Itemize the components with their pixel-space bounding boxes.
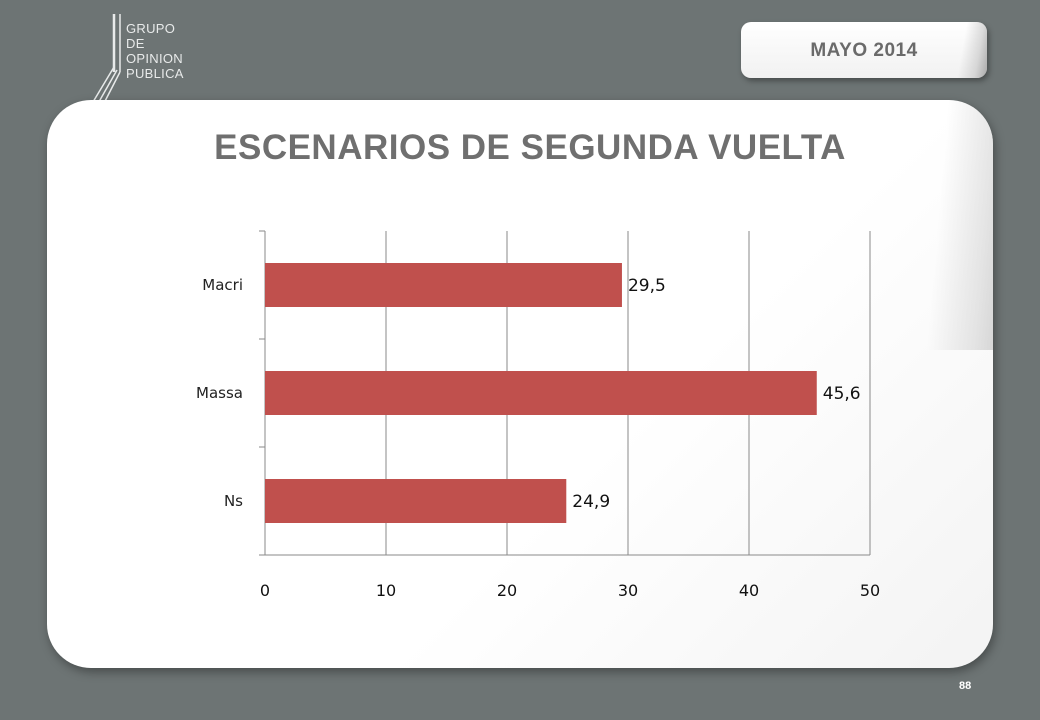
x-tick-label: 50 — [860, 581, 880, 600]
x-tick-label: 10 — [376, 581, 396, 600]
page-curl — [947, 22, 987, 78]
logo-line: GRUPO — [126, 21, 176, 36]
data-label: 24,9 — [572, 492, 610, 512]
category-label: Macri — [202, 276, 243, 294]
date-badge: MAYO 2014 — [741, 22, 987, 78]
bar — [265, 371, 817, 415]
x-tick-label: 40 — [739, 581, 759, 600]
logo-mark-icon — [89, 14, 121, 108]
data-label: 45,6 — [823, 384, 861, 404]
x-tick-label: 20 — [497, 581, 517, 600]
logo-line: OPINION — [126, 51, 183, 66]
page-title: ESCENARIOS DE SEGUNDA VUELTA — [214, 128, 846, 167]
bar — [265, 263, 622, 307]
category-label: Ns — [224, 492, 243, 510]
logo: GRUPO DE OPINION PUBLICA — [84, 12, 214, 112]
x-tick-label: 0 — [260, 581, 270, 600]
bar — [265, 479, 567, 523]
data-label: 29,5 — [628, 276, 666, 296]
logo-line: PUBLICA — [126, 66, 184, 81]
logo-line: DE — [126, 36, 145, 51]
category-label: Massa — [196, 384, 243, 402]
date-text: MAYO 2014 — [810, 40, 918, 61]
x-tick-label: 30 — [618, 581, 638, 600]
page-number: 88 — [959, 680, 972, 692]
logo-text: GRUPO DE OPINION PUBLICA — [126, 21, 184, 81]
